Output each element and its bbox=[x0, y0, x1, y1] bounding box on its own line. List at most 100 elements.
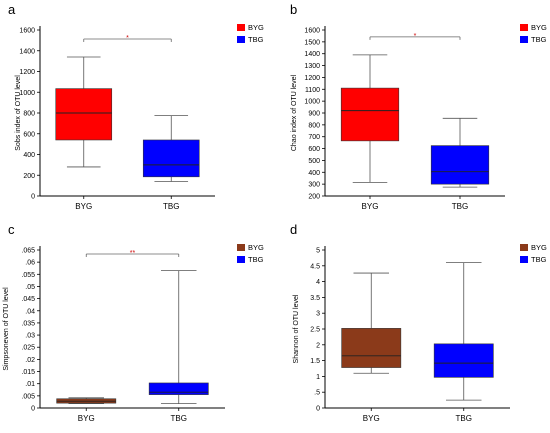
legend-swatch-byg bbox=[237, 24, 245, 31]
y-tick-label: 0 bbox=[31, 194, 35, 201]
chart-panel-c: c 0 .005 .01 .015 .02 .025 .03 .035 .04 .045 .05 .05… bbox=[3, 222, 264, 423]
y-tick-label: 1400 bbox=[19, 48, 35, 55]
legend-swatch-tbg bbox=[237, 256, 245, 263]
y-axis-label: Sobs index of OTU level bbox=[15, 75, 22, 151]
y-tick-label: 1 bbox=[316, 374, 320, 381]
significance-marker: ** bbox=[130, 250, 136, 257]
x-tick-label: BYG bbox=[362, 202, 379, 211]
box-tbg bbox=[148, 270, 209, 405]
panel-label: b bbox=[290, 2, 297, 17]
box-byg bbox=[340, 54, 400, 183]
y-tick-label: 800 bbox=[308, 122, 320, 129]
box-iqr bbox=[340, 87, 400, 142]
y-tick-label: 1.5 bbox=[310, 358, 320, 365]
box-byg bbox=[341, 272, 402, 374]
x-tick-label: TBG bbox=[456, 414, 472, 423]
legend-label-byg: BYG bbox=[248, 243, 264, 252]
chart-panel-a: a 0 200 400 600 800 1000 1200 1400 1600 Sobs index… bbox=[8, 2, 264, 211]
y-axis-label: Simpsoneven of OTU level bbox=[3, 287, 10, 371]
chart-panel-b: b 200 300 400 500 600 700 800 900 1000 1100 1200 130… bbox=[290, 2, 547, 211]
box-iqr bbox=[341, 328, 402, 368]
y-tick-label: 1000 bbox=[304, 99, 320, 106]
legend-label-byg: BYG bbox=[248, 23, 264, 32]
y-tick-label: 1200 bbox=[304, 75, 320, 82]
y-tick-label: 1400 bbox=[304, 51, 320, 58]
y-tick-label: .005 bbox=[21, 393, 35, 400]
box-tbg bbox=[142, 115, 200, 182]
y-tick-label: .025 bbox=[21, 345, 35, 352]
y-tick-label: 1200 bbox=[19, 69, 35, 76]
y-tick-label: 1300 bbox=[304, 63, 320, 70]
box-iqr bbox=[433, 343, 494, 378]
y-tick-label: 5 bbox=[316, 248, 320, 255]
y-tick-label: 800 bbox=[23, 111, 35, 118]
y-tick-label: .05 bbox=[25, 284, 35, 291]
y-tick-label: 1000 bbox=[19, 90, 35, 97]
y-tick-label: 400 bbox=[308, 170, 320, 177]
y-tick-label: 3 bbox=[316, 311, 320, 318]
x-tick-label: BYG bbox=[363, 414, 380, 423]
significance-marker: * bbox=[414, 33, 417, 40]
legend-label-tbg: TBG bbox=[531, 35, 547, 44]
y-tick-label: .06 bbox=[25, 260, 35, 267]
y-axis-label: Chao index of OTU level bbox=[291, 74, 298, 151]
legend-swatch-tbg bbox=[520, 256, 528, 263]
legend-label-tbg: TBG bbox=[531, 255, 547, 264]
y-tick-label: 200 bbox=[23, 173, 35, 180]
y-tick-label: .5 bbox=[314, 390, 320, 397]
panel-label: d bbox=[290, 222, 297, 237]
legend-label-byg: BYG bbox=[531, 243, 547, 252]
panel-label: a bbox=[8, 2, 16, 17]
y-axis-label: Shannon of OTU level bbox=[293, 294, 300, 363]
y-tick-label: 900 bbox=[308, 111, 320, 118]
y-tick-label: 200 bbox=[308, 194, 320, 201]
box-byg bbox=[55, 56, 113, 168]
legend-swatch-byg bbox=[237, 244, 245, 251]
y-tick-label: 600 bbox=[308, 146, 320, 153]
y-tick-label: 4.5 bbox=[310, 263, 320, 270]
y-tick-label: .01 bbox=[25, 381, 35, 388]
box-tbg bbox=[433, 262, 494, 401]
legend-swatch-byg bbox=[520, 24, 528, 31]
y-tick-label: 0 bbox=[316, 406, 320, 413]
y-tick-label: 3.5 bbox=[310, 295, 320, 302]
box-iqr bbox=[430, 145, 490, 185]
box-tbg bbox=[430, 117, 490, 188]
chart-panel-d: d 0 .5 1 1.5 2 2.5 3 3.5 4 4.5 5 Shannon of OTU leve… bbox=[290, 222, 547, 423]
x-tick-label: TBG bbox=[171, 414, 187, 423]
y-tick-label: 700 bbox=[308, 134, 320, 141]
significance-marker: * bbox=[126, 35, 129, 42]
y-tick-label: 0 bbox=[31, 406, 35, 413]
legend-swatch-byg bbox=[520, 244, 528, 251]
y-tick-label: 1100 bbox=[305, 87, 320, 94]
box-iqr bbox=[142, 139, 200, 178]
y-tick-label: .03 bbox=[25, 333, 35, 340]
legend-swatch-tbg bbox=[520, 36, 528, 43]
x-tick-label: BYG bbox=[78, 414, 95, 423]
y-tick-label: .035 bbox=[21, 320, 35, 327]
y-tick-label: 400 bbox=[23, 152, 35, 159]
y-tick-label: 2 bbox=[316, 342, 320, 349]
y-tick-label: 500 bbox=[308, 158, 320, 165]
y-tick-label: 1600 bbox=[19, 28, 35, 35]
y-tick-label: .015 bbox=[21, 369, 35, 376]
x-tick-label: TBG bbox=[163, 202, 179, 211]
y-tick-label: 600 bbox=[23, 131, 35, 138]
y-tick-label: .045 bbox=[21, 296, 35, 303]
y-tick-label: 2.5 bbox=[310, 327, 320, 334]
y-tick-label: .04 bbox=[25, 308, 35, 315]
y-tick-label: .065 bbox=[21, 248, 35, 255]
legend-label-tbg: TBG bbox=[248, 35, 264, 44]
legend-swatch-tbg bbox=[237, 36, 245, 43]
y-tick-label: .02 bbox=[25, 357, 35, 364]
box-byg bbox=[56, 397, 117, 405]
legend-label-tbg: TBG bbox=[248, 255, 264, 264]
legend-label-byg: BYG bbox=[531, 23, 547, 32]
box-iqr bbox=[148, 382, 209, 395]
panel-label: c bbox=[8, 222, 15, 237]
x-tick-label: BYG bbox=[75, 202, 92, 211]
x-tick-label: TBG bbox=[452, 202, 468, 211]
y-tick-label: 1500 bbox=[304, 39, 320, 46]
box-iqr bbox=[55, 88, 113, 141]
